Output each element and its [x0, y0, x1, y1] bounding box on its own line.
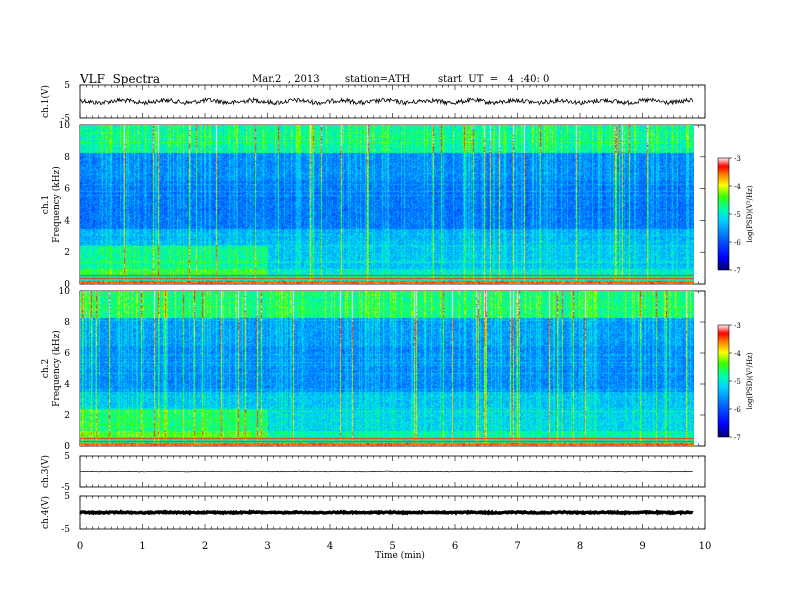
- chart-title: VLF Spectra: [80, 72, 161, 86]
- y-tick-label: 4: [64, 216, 70, 226]
- x-tick-label: 5: [389, 541, 395, 552]
- y-tick-label: 2: [64, 411, 70, 421]
- ch1-waveform-trace: [79, 96, 694, 107]
- colorbar-tick-label: -4: [734, 183, 741, 191]
- ch2-colorbar: [718, 325, 729, 437]
- y-tick-label: 2: [64, 248, 70, 258]
- date-label: Mar.2 , 2013: [252, 74, 320, 85]
- y-tick-label: 10: [59, 121, 71, 131]
- x-tick-label: 8: [577, 541, 583, 552]
- y-axis-label: ch.3(V): [40, 455, 51, 488]
- colorbar-tick-label: -7: [734, 267, 741, 275]
- colorbar-label: log(PSD)(V²/Hz): [746, 352, 754, 409]
- y-tick-label: 5: [64, 452, 70, 462]
- x-tick-label: 3: [264, 541, 270, 552]
- colorbar-tick-label: -4: [734, 350, 741, 358]
- ch2-spectrogram-plot: [80, 291, 694, 446]
- x-tick-label: 4: [327, 541, 333, 552]
- y-tick-label: 8: [64, 318, 70, 328]
- y-axis-label: ch.4(V): [40, 496, 51, 529]
- y-tick-label: 8: [64, 153, 70, 163]
- y-axis-label: Frequency (kHz): [51, 330, 62, 407]
- y-tick-label: -5: [61, 114, 70, 124]
- x-tick-label: 0: [77, 541, 83, 552]
- colorbar-tick-label: -7: [734, 434, 741, 442]
- colorbar-tick-label: -5: [734, 378, 741, 386]
- y-tick-label: -5: [61, 525, 70, 535]
- y-tick-label: 0: [64, 280, 70, 290]
- ch1-spectrogram-plot: [80, 125, 694, 284]
- station-label: station=ATH: [345, 74, 411, 85]
- channel-label: ch.2: [41, 359, 51, 378]
- y-tick-label: -5: [61, 483, 70, 493]
- y-axis-label: Frequency (kHz): [51, 166, 62, 243]
- x-tick-label: 10: [699, 541, 712, 552]
- x-tick-label: 9: [639, 541, 645, 552]
- colorbar-tick-label: -5: [734, 211, 741, 219]
- colorbar-label: log(PSD)(V²/Hz): [746, 185, 754, 242]
- x-tick-label: 6: [452, 541, 458, 552]
- y-tick-label: 0: [64, 442, 70, 452]
- ch1-colorbar: [718, 158, 729, 270]
- y-tick-label: 5: [64, 492, 70, 502]
- y-tick-label: 4: [64, 380, 70, 390]
- y-tick-label: 6: [64, 349, 70, 359]
- y-tick-label: 6: [64, 185, 70, 195]
- start-time-label: start UT = 4 :40: 0: [438, 74, 550, 85]
- colorbar-tick-label: -3: [734, 322, 741, 330]
- x-tick-label: 7: [514, 541, 520, 552]
- y-tick-label: 5: [64, 81, 70, 91]
- y-tick-label: 10: [59, 287, 71, 297]
- colorbar-tick-label: -3: [734, 155, 741, 163]
- y-axis-label: ch.1(V): [40, 85, 51, 118]
- x-tick-label: 2: [202, 541, 208, 552]
- channel-label: ch.1: [41, 195, 51, 214]
- ch4-waveform-trace: [79, 509, 694, 516]
- ch3-waveform-trace: [79, 470, 693, 473]
- x-axis-label: Time (min): [375, 550, 425, 561]
- colorbar-tick-label: -6: [734, 406, 741, 414]
- x-tick-label: 1: [139, 541, 145, 552]
- colorbar-tick-label: -6: [734, 239, 741, 247]
